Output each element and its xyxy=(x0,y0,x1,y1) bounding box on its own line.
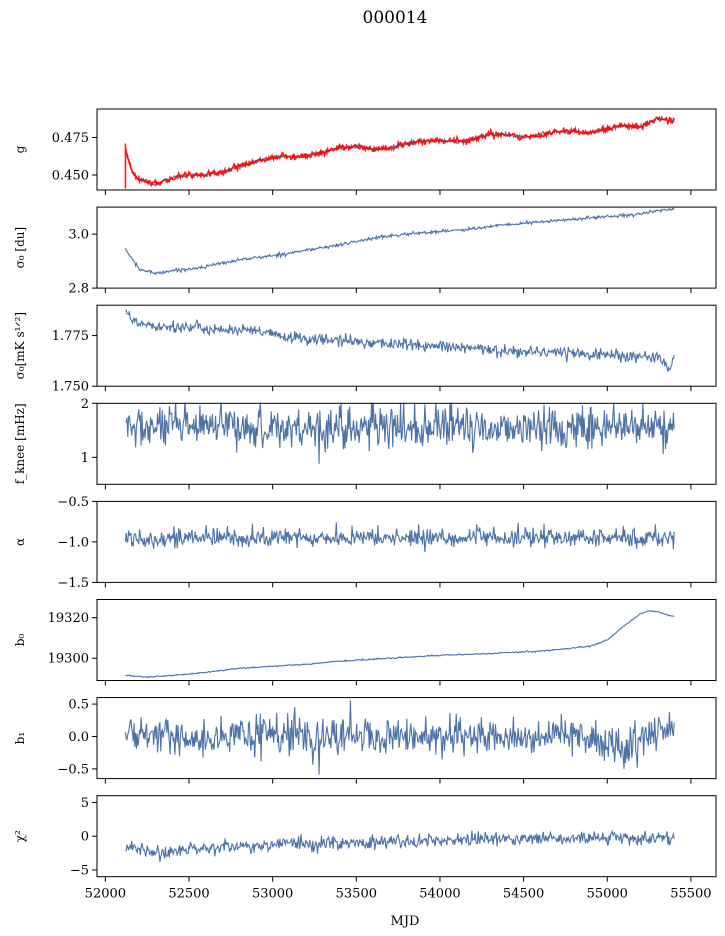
y-axis-label-alpha: α xyxy=(13,538,27,546)
series-line-b0 xyxy=(125,609,675,679)
y-tick-label-b1: 0.5 xyxy=(68,698,89,713)
axes-frame-sigma0 xyxy=(96,206,717,289)
y-tick-label-g: 0.475 xyxy=(52,131,89,146)
x-tick-label: 52000 xyxy=(85,887,126,902)
x-tick-label: 54500 xyxy=(503,887,544,902)
y-tick-label-fknee: 2 xyxy=(81,397,89,412)
y-tick-label-chi2: 5 xyxy=(81,796,89,811)
y-tick-label-sigma0-mks: 1.750 xyxy=(52,380,89,395)
series-line-b1 xyxy=(124,700,675,775)
y-tick-label-alpha: −1.0 xyxy=(57,535,89,550)
y-tick-label-chi2: 0 xyxy=(81,830,89,845)
y-axis-label-sigma0: σ₀ [du] xyxy=(13,227,27,269)
y-tick-label-sigma0-mks: 1.775 xyxy=(52,329,89,344)
y-axis-label-chi2: χ² xyxy=(13,830,27,842)
series-line-sigma0-mks xyxy=(125,309,675,372)
panels: 0.450 0.475 g 2.8 3.0 σ₀ [du] 1.750 1.775 σ₀[mK … xyxy=(13,108,717,882)
y-tick-label-chi2: −5 xyxy=(70,863,89,878)
y-tick-label-alpha: −1.5 xyxy=(57,576,89,591)
axes-frame-fknee xyxy=(96,402,717,485)
panel-sigma0: 2.8 3.0 σ₀ [du] xyxy=(13,206,717,297)
y-axis-label-b1: b₁ xyxy=(13,732,27,745)
series-line-chi2 xyxy=(125,829,675,862)
y-tick-label-fknee: 1 xyxy=(81,451,89,466)
x-tick-label: 52500 xyxy=(168,887,209,902)
x-tick-label: 53000 xyxy=(252,887,293,902)
x-tick-label: 54000 xyxy=(419,887,460,902)
figure-title: 000014 xyxy=(363,8,428,28)
panel-alpha: −1.5 −1.0 −0.5 α xyxy=(13,495,717,591)
panel-sigma0-mks: 1.750 1.775 σ₀[mK s¹ᐟ²] xyxy=(13,304,717,395)
axes-frame-b1 xyxy=(96,697,717,780)
y-axis-label-sigma0-mks: σ₀[mK s¹ᐟ²] xyxy=(13,312,27,379)
panel-fknee: 1 2 f_knee [mHz] xyxy=(13,397,717,490)
x-tick-label: 55000 xyxy=(587,887,628,902)
x-tick-label: 53500 xyxy=(336,887,377,902)
y-axis-label-b0: b₀ xyxy=(13,634,27,647)
y-tick-label-b1: −0.5 xyxy=(57,762,89,777)
x-axis: 52000 52500 53000 53500 54000 54500 55000 55500 xyxy=(85,887,712,902)
overlay-line-g xyxy=(124,115,675,189)
y-tick-label-sigma0: 3.0 xyxy=(68,228,89,243)
series-line-sigma0 xyxy=(124,207,675,276)
panel-g: 0.450 0.475 g xyxy=(13,108,717,195)
x-tick-label: 55500 xyxy=(670,887,711,902)
x-axis-label: MJD xyxy=(391,914,420,929)
axes-frame-g xyxy=(96,108,717,191)
y-tick-label-g: 0.450 xyxy=(52,169,89,184)
y-axis-label-fknee: f_knee [mHz] xyxy=(13,403,27,484)
series-line-fknee xyxy=(125,403,675,464)
series-line-alpha xyxy=(124,522,675,552)
panel-chi2: −5 0 5 χ² xyxy=(13,795,717,882)
y-tick-label-sigma0: 2.8 xyxy=(68,282,89,297)
y-tick-label-b0: 19320 xyxy=(48,611,89,626)
y-tick-label-alpha: −0.5 xyxy=(57,495,89,510)
panel-b0: 19300 19320 b₀ xyxy=(13,599,717,686)
y-tick-label-b1: 0.0 xyxy=(68,730,89,745)
axes-frame-b0 xyxy=(96,599,717,681)
y-axis-label-g: g xyxy=(13,145,27,153)
panel-b1: −0.5 0.0 0.5 b₁ xyxy=(13,697,717,784)
axes-frame-sigma0-mks xyxy=(96,304,717,387)
y-tick-label-b0: 19300 xyxy=(48,652,89,667)
